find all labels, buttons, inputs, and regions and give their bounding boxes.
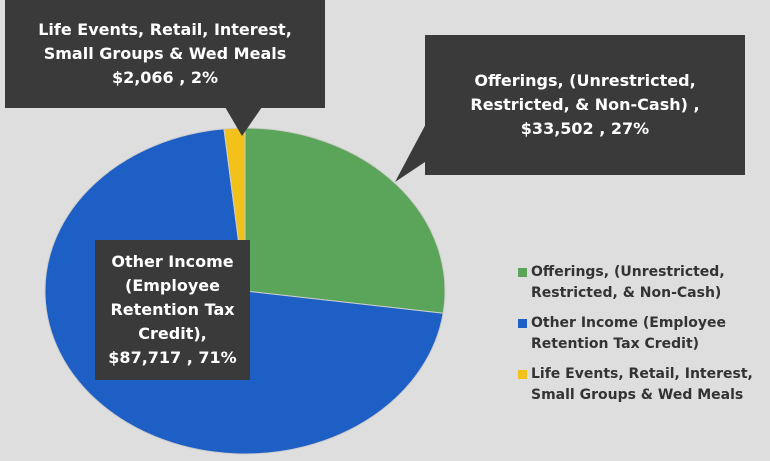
legend-label: Life Events, Retail, Interest, Small Gro…: [531, 366, 753, 403]
slice: [244, 127, 446, 314]
data-label: Offerings, (Unrestricted, Restricted, & …: [425, 35, 745, 175]
legend-swatch: [518, 268, 527, 277]
legend-swatch: [518, 370, 527, 379]
legend: Offerings, (Unrestricted, Restricted, & …: [518, 262, 768, 415]
callout-pointer: [225, 107, 262, 136]
legend-label: Offerings, (Unrestricted, Restricted, & …: [531, 264, 725, 301]
callout-pointer: [395, 120, 428, 182]
legend-item: Offerings, (Unrestricted, Restricted, & …: [518, 262, 768, 304]
legend-item: Life Events, Retail, Interest, Small Gro…: [518, 364, 768, 406]
data-label: Other Income (Employee Retention Tax Cre…: [95, 240, 250, 380]
data-label: Life Events, Retail, Interest, Small Gro…: [5, 0, 325, 108]
legend-swatch: [518, 319, 527, 328]
legend-label: Other Income (Employee Retention Tax Cre…: [531, 315, 726, 352]
legend-item: Other Income (Employee Retention Tax Cre…: [518, 313, 768, 355]
